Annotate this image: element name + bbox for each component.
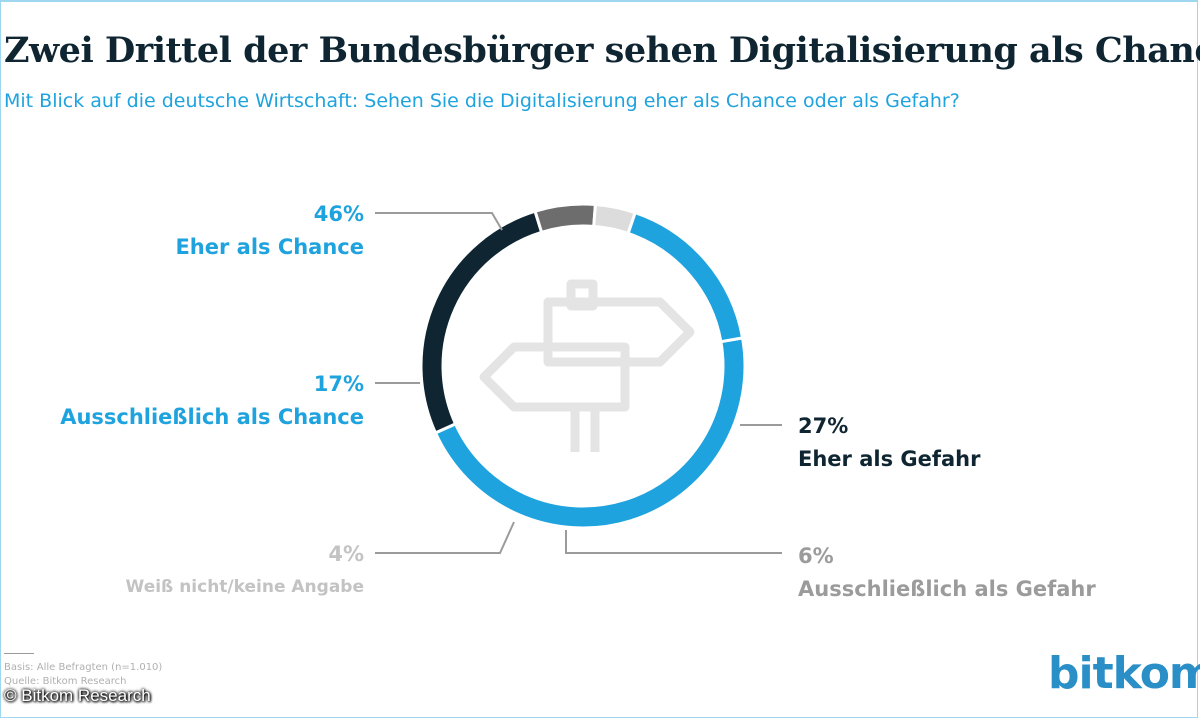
leader-line-weiss-nicht	[375, 521, 515, 554]
label-value: 46%	[313, 202, 364, 226]
label-value: 6%	[798, 544, 834, 568]
footnote-source: Quelle: Bitkom Research	[4, 676, 127, 687]
copyright-notice: © Bitkom Research	[4, 686, 151, 705]
donut-slice-4	[626, 210, 745, 344]
label-ausschliesslich-als-chance: 17% Ausschließlich als Chance	[60, 368, 364, 434]
donut-slices	[419, 202, 747, 530]
label-weiss-nicht: 4% Weiß nicht/keine Angabe	[126, 538, 364, 604]
label-value: 17%	[313, 372, 364, 396]
label-eher-als-chance: 46% Eher als Chance	[175, 198, 364, 264]
label-value: 27%	[798, 414, 849, 438]
label-category: Weiß nicht/keine Angabe	[125, 577, 364, 597]
bitkom-logo: bitkom	[1048, 648, 1200, 699]
label-ausschliesslich-als-gefahr: 6% Ausschließlich als Gefahr	[798, 540, 1096, 606]
donut-slice-2	[533, 202, 598, 235]
label-category: Ausschließlich als Chance	[60, 405, 364, 429]
footnote-base: Basis: Alle Befragten (n=1.010)	[4, 662, 163, 673]
signpost-icon	[479, 279, 695, 452]
leader-line-ausschl-gefahr	[565, 530, 782, 554]
leader-line-chance	[375, 212, 503, 231]
label-eher-als-gefahr: 27% Eher als Gefahr	[798, 410, 980, 476]
donut-slice-1	[419, 209, 544, 435]
label-category: Eher als Gefahr	[798, 447, 981, 471]
footnote-rule	[4, 653, 34, 654]
label-value: 4%	[328, 542, 364, 566]
chart-title: Zwei Drittel der Bundesbürger sehen Digi…	[4, 30, 1200, 71]
label-category: Eher als Chance	[175, 235, 364, 259]
chart-subtitle: Mit Blick auf die deutsche Wirtschaft: S…	[4, 90, 960, 112]
leader-lines	[375, 212, 782, 554]
label-category: Ausschließlich als Gefahr	[798, 577, 1096, 601]
